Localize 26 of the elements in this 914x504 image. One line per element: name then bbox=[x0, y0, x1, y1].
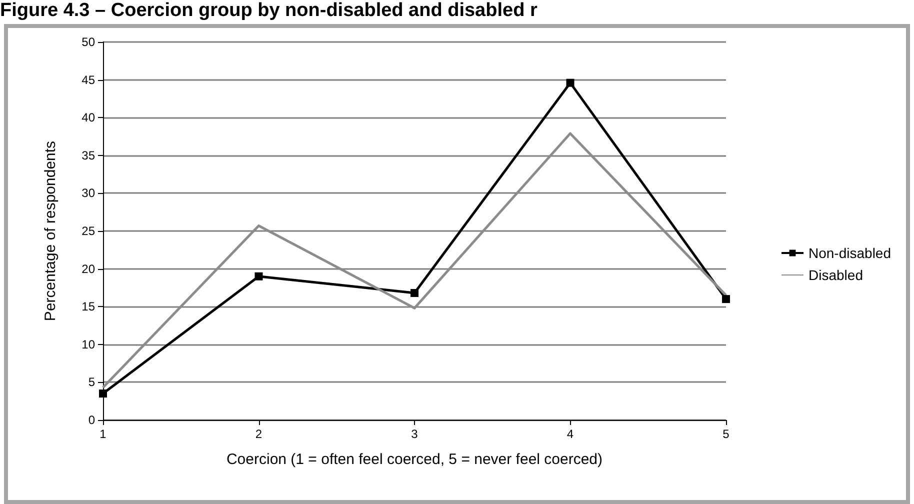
y-axis-title: Percentage of respondents bbox=[42, 140, 59, 322]
legend-label: Disabled bbox=[808, 267, 863, 283]
y-tick-label: 50 bbox=[82, 35, 96, 49]
point bbox=[722, 295, 730, 304]
chart-title: Figure 4.3 – Coercion group by non-disabled and disabled r bbox=[0, 0, 538, 22]
legend-label: Non-disabled bbox=[808, 245, 892, 261]
y-tick-label: 35 bbox=[82, 148, 96, 162]
point bbox=[254, 272, 263, 280]
x-tick-label: 5 bbox=[722, 427, 730, 441]
x-tick-label: 1 bbox=[100, 427, 107, 441]
y-tick-label: 25 bbox=[82, 224, 96, 238]
x-axis-title: Coercion (1 = often feel coerced, 5 = never feel coerced) bbox=[226, 451, 603, 468]
y-tick-label: 45 bbox=[82, 72, 96, 87]
y-tick-label: 10 bbox=[82, 337, 96, 352]
y-tick-label: 20 bbox=[82, 262, 96, 276]
point bbox=[410, 288, 418, 297]
y-tick-label: 40 bbox=[82, 110, 96, 125]
x-tick-label: 3 bbox=[411, 427, 418, 441]
y-tick-label: 5 bbox=[88, 375, 96, 390]
y-tick-label: 0 bbox=[88, 413, 96, 427]
x-tick-label: 4 bbox=[566, 427, 574, 441]
y-tick-label: 30 bbox=[82, 186, 96, 200]
point bbox=[99, 390, 107, 398]
x-tick-label: 2 bbox=[255, 427, 262, 441]
point bbox=[566, 78, 574, 87]
y-tick-label: 15 bbox=[82, 300, 96, 314]
